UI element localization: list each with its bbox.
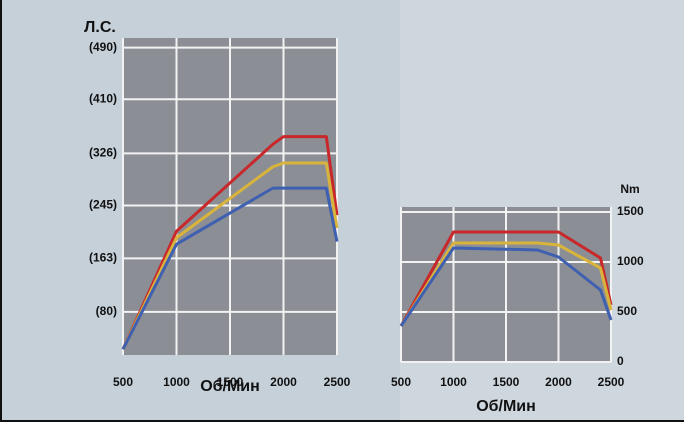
y-axis-title: Л.С.	[84, 19, 116, 36]
y-tick-label: 0	[617, 354, 624, 368]
y-tick-label: 1500	[617, 204, 644, 218]
y-tick-label: (163)	[89, 251, 117, 265]
y-tick-label: (410)	[89, 91, 117, 105]
x-axis-title: Об/Мин	[200, 378, 260, 395]
x-tick-label: 2000	[270, 375, 297, 389]
y-tick-label: 500	[617, 304, 637, 318]
x-tick-label: 1000	[440, 375, 467, 389]
x-tick-label: 1000	[163, 375, 190, 389]
x-tick-label: 1500	[493, 375, 520, 389]
x-tick-label: 500	[113, 375, 133, 389]
y-tick-label: 1000	[617, 254, 644, 268]
x-axis-title: Об/Мин	[476, 398, 536, 415]
y-axis-title: Nm	[620, 182, 639, 196]
y-tick-label: (326)	[89, 146, 117, 160]
y-tick-label: (490)	[89, 40, 117, 54]
x-tick-label: 500	[391, 375, 411, 389]
x-tick-label: 2500	[598, 375, 625, 389]
chart: (80) (163) (245) (326) (410) (490) 500 1000 1500…	[0, 0, 684, 422]
x-tick-label: 2500	[324, 375, 351, 389]
y-tick-label: (245)	[89, 198, 117, 212]
y-tick-label: (80)	[96, 304, 117, 318]
x-tick-label: 2000	[545, 375, 572, 389]
